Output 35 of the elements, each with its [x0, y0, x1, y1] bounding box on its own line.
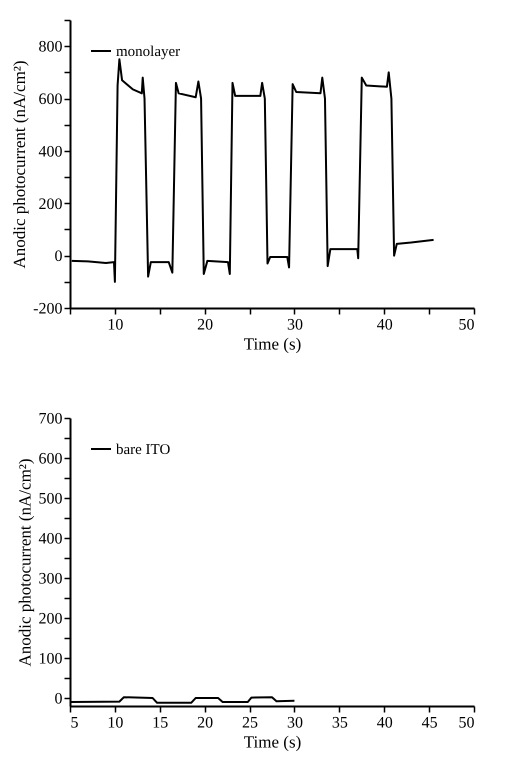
y-tick-label: 400: [38, 530, 62, 548]
x-tick-label: 10: [107, 714, 124, 732]
x-tick-label: 10: [107, 316, 124, 334]
x-axis-title: Time (s): [244, 334, 302, 354]
x-tick-label: 50: [458, 714, 474, 732]
x-tick-label: 30: [286, 714, 303, 732]
x-tick-label: 50: [458, 316, 474, 334]
x-tick-label: 5: [70, 714, 78, 732]
legend-label: monolayer: [116, 44, 180, 60]
y-tick-label: 0: [54, 248, 62, 266]
y-tick-label: 100: [38, 650, 62, 668]
x-tick-label: 45: [422, 714, 438, 732]
x-tick-label: 25: [242, 714, 258, 732]
x-tick-label: 40: [376, 714, 393, 732]
y-tick-label: 200: [38, 196, 62, 213]
x-tick-label: 20: [197, 316, 214, 334]
y-tick-label: 300: [38, 570, 62, 588]
y-tick-label: 500: [38, 490, 62, 508]
y-tick-label: 0: [54, 690, 62, 708]
legend-label: bare ITO: [116, 442, 170, 458]
x-tick-label: 20: [197, 714, 214, 732]
x-tick-label: 30: [286, 316, 303, 334]
x-axis-title: Time (s): [244, 732, 302, 752]
y-tick-label: 800: [38, 38, 62, 56]
y-tick-label: 400: [38, 143, 62, 160]
x-tick-label: 15: [152, 714, 168, 732]
y-axis-title: Anodic photocurrent (nA/cm²): [16, 458, 34, 667]
y-tick-label: 700: [38, 410, 62, 428]
y-tick-label: 600: [38, 450, 62, 468]
y-tick-label: 200: [38, 610, 62, 628]
y-tick-label: -200: [33, 300, 62, 318]
x-tick-label: 40: [376, 316, 393, 334]
y-axis-title: Anodic photocurrent (nA/cm²): [10, 60, 30, 269]
y-tick-label: 600: [38, 91, 62, 108]
x-tick-label: 35: [332, 714, 348, 732]
